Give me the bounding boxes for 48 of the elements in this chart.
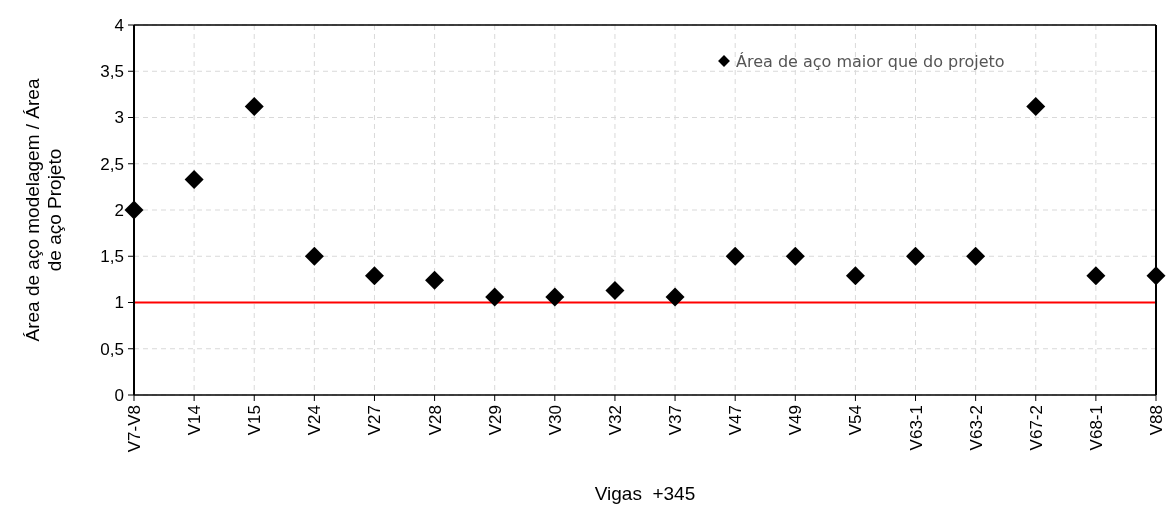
y-tick-label: 1 — [114, 293, 124, 313]
point — [304, 246, 324, 266]
y-axis-title: Área de aço modelagem / Área de aço Projeto — [22, 78, 65, 342]
point — [1086, 266, 1106, 286]
x-tick-label: V15 — [245, 405, 265, 436]
point — [785, 246, 805, 266]
point — [845, 266, 865, 286]
x-axis-title: Vigas +345 — [594, 483, 696, 504]
point — [1026, 96, 1046, 116]
x-tick-label: V68-1 — [1086, 405, 1106, 451]
point — [906, 246, 926, 266]
point — [605, 280, 625, 300]
y-tick-label: 4 — [114, 15, 124, 35]
point — [124, 200, 144, 220]
point — [1146, 266, 1166, 286]
point — [966, 246, 986, 266]
x-tick-label: V47 — [726, 405, 746, 436]
y-tick-label: 3,5 — [100, 62, 124, 82]
x-tick-label: V49 — [786, 405, 806, 436]
y-tick-label: 2 — [114, 200, 124, 220]
y-tick-label: 0 — [114, 385, 124, 405]
x-tick-label: V88 — [1147, 405, 1166, 436]
x-tick-label: V28 — [425, 405, 445, 436]
x-tick-label: V67-2 — [1026, 405, 1046, 451]
legend-label: Área de aço maior que do projeto — [736, 51, 1005, 71]
x-tick-label: V32 — [605, 405, 625, 436]
point — [545, 287, 565, 307]
x-tick-label: V54 — [846, 405, 866, 436]
y-tick-label: 1,5 — [100, 247, 124, 267]
x-tick-label: V27 — [365, 405, 385, 436]
x-tick-label: V7-V8 — [125, 405, 144, 453]
y-tick-label: 0,5 — [100, 339, 124, 359]
point — [485, 287, 505, 307]
point — [665, 287, 685, 307]
x-tick-label: V63-2 — [966, 405, 986, 451]
point — [184, 169, 204, 189]
x-tick-label: V63-1 — [906, 405, 926, 451]
x-tick-label: V29 — [485, 405, 505, 436]
point — [244, 96, 264, 116]
y-tick-label: 3 — [114, 108, 124, 128]
point — [364, 266, 384, 286]
x-tick-label: V30 — [545, 405, 565, 436]
point — [725, 246, 745, 266]
x-tick-label: V14 — [185, 405, 205, 436]
x-tick-label: V24 — [305, 405, 325, 436]
point — [425, 270, 445, 290]
x-tick-label: V37 — [666, 405, 686, 436]
y-tick-label: 2,5 — [100, 154, 124, 174]
